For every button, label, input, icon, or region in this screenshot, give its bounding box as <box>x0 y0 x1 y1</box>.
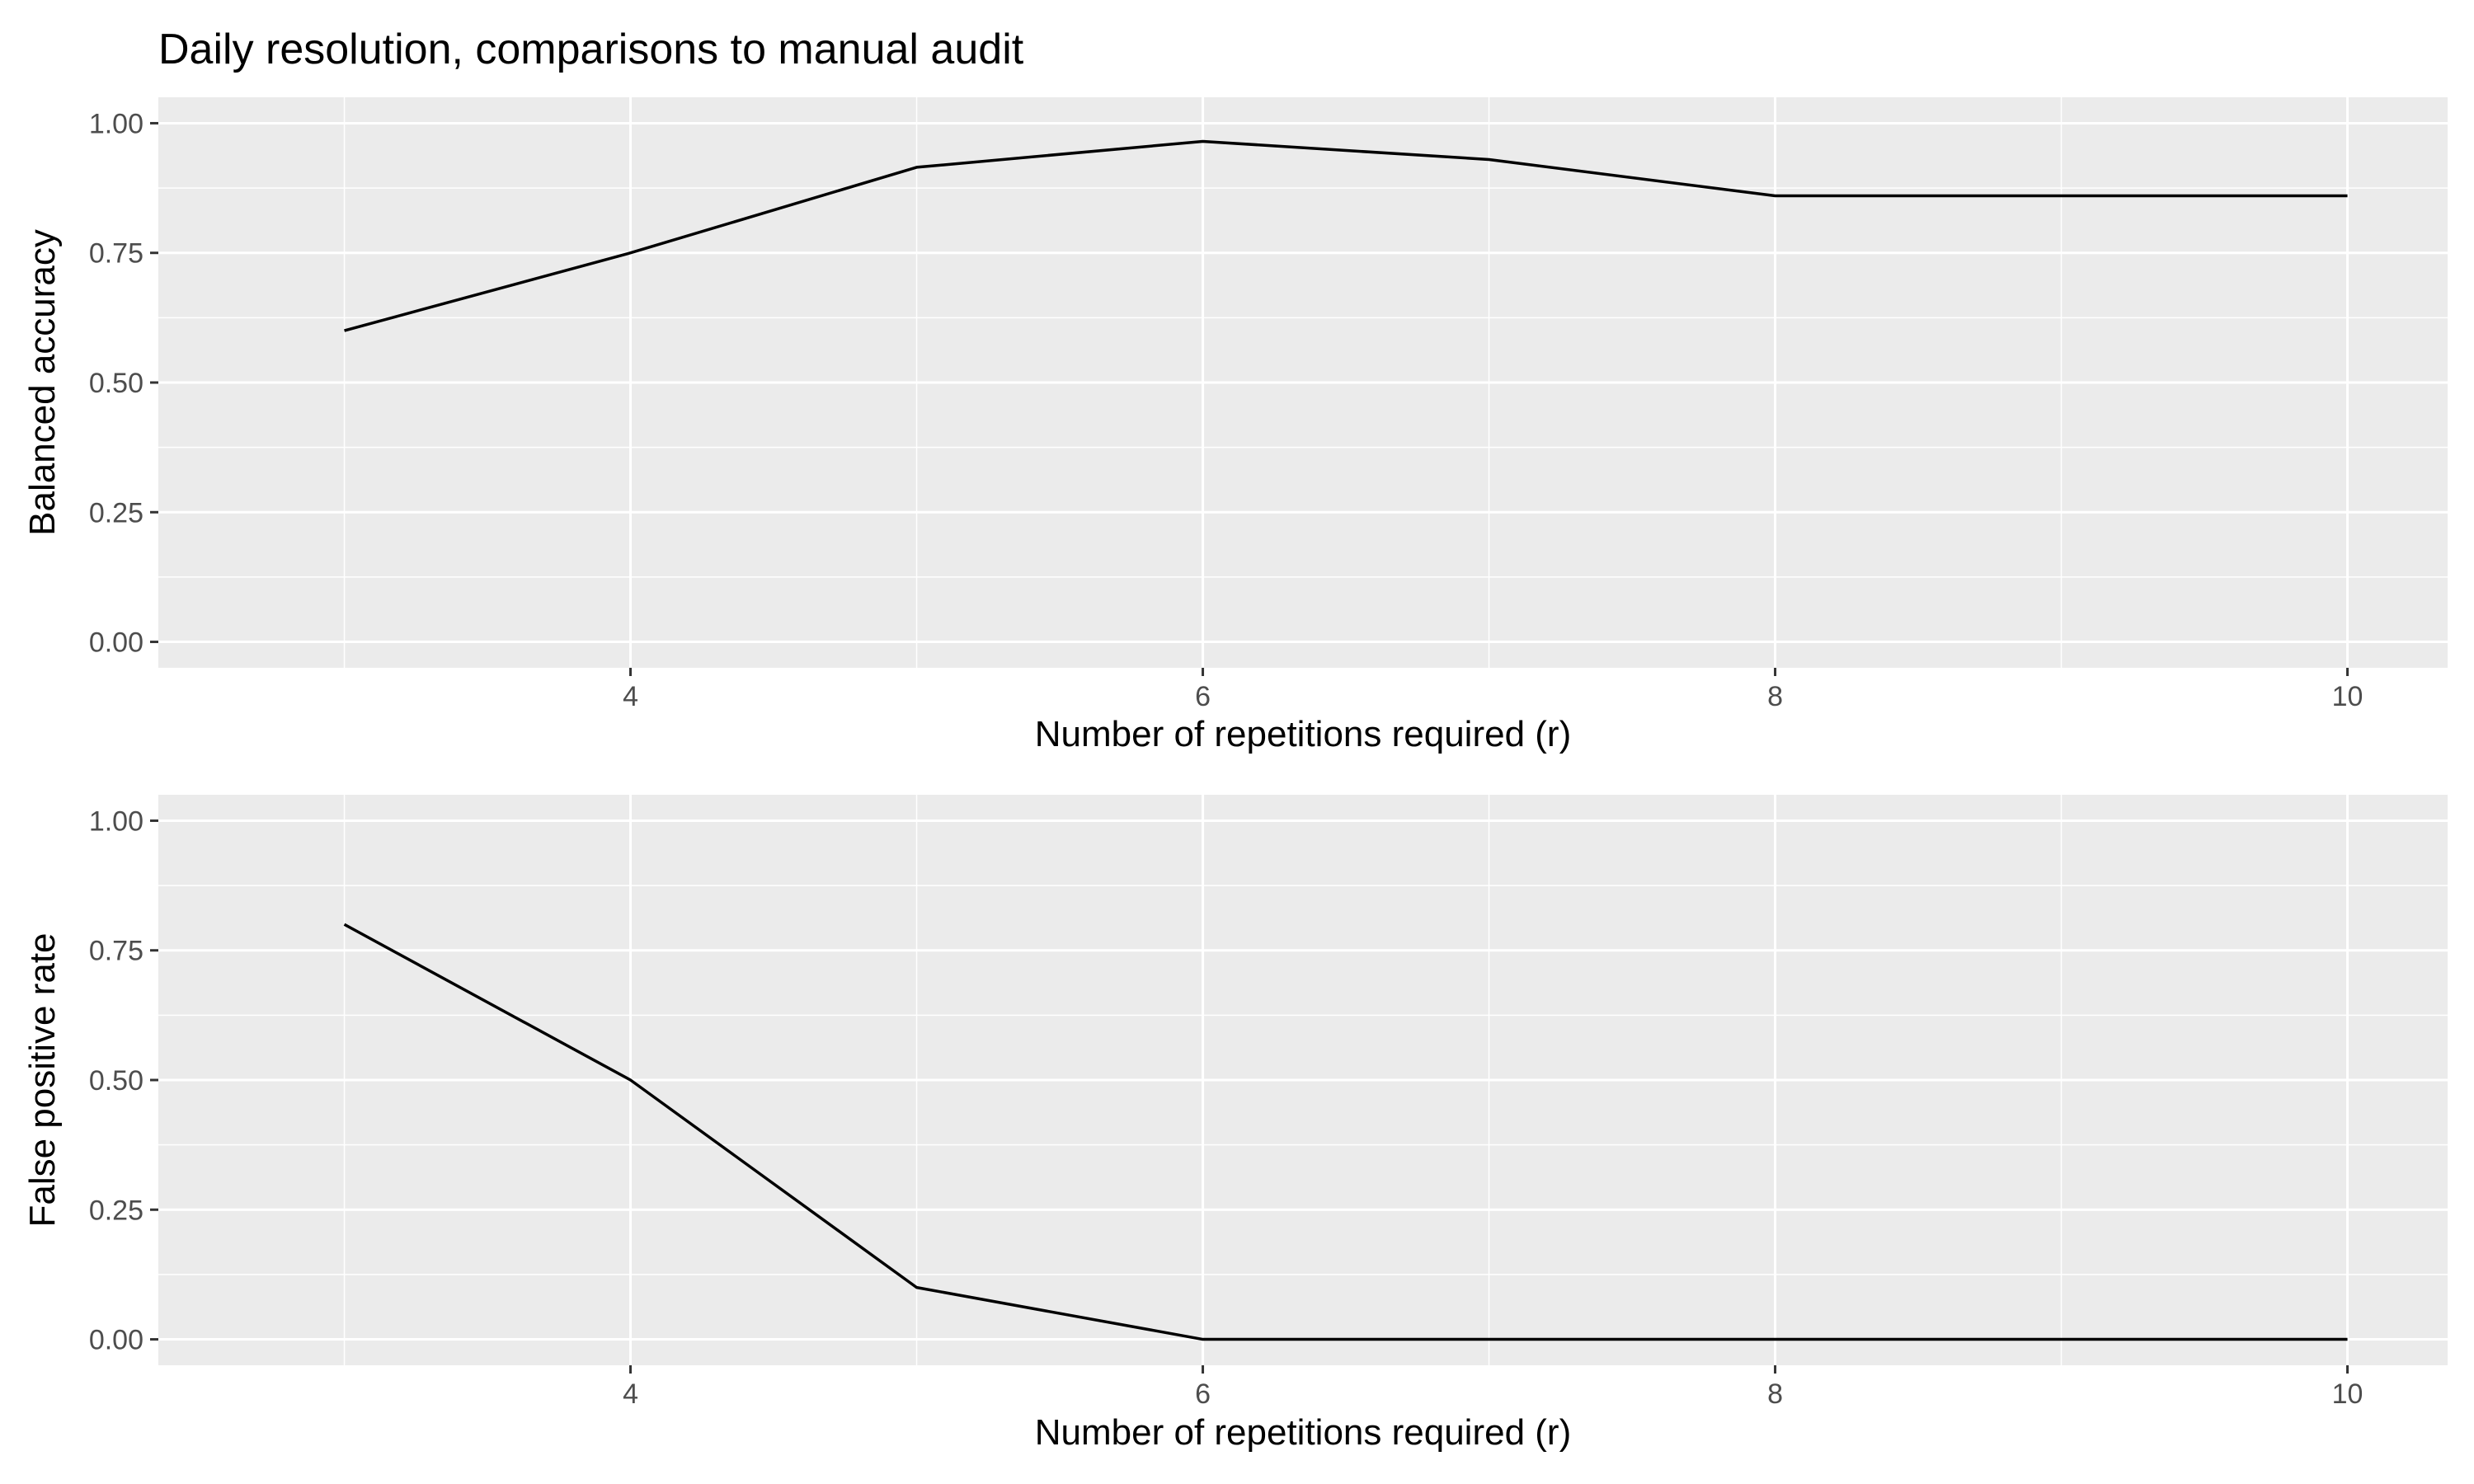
y-tick-label: 0.75 <box>89 238 143 270</box>
x-axis-title: Number of repetitions required (r) <box>1035 1412 1571 1453</box>
y-tick-label: 0.00 <box>89 1325 143 1356</box>
x-tick-label: 10 <box>2332 681 2363 712</box>
x-tick-label: 6 <box>1195 1378 1211 1410</box>
y-tick-label: 0.75 <box>89 936 143 967</box>
y-tick-label: 0.50 <box>89 1065 143 1097</box>
x-axis-title: Number of repetitions required (r) <box>1035 714 1571 754</box>
x-tick-label: 6 <box>1195 681 1211 712</box>
x-tick-label: 4 <box>623 1378 638 1410</box>
y-tick-label: 1.00 <box>89 805 143 837</box>
y-axis-title: False positive rate <box>22 932 63 1227</box>
y-tick-label: 0.25 <box>89 1195 143 1226</box>
chart-title: Daily resolution, comparisons to manual … <box>158 26 1024 73</box>
y-tick-label: 0.00 <box>89 627 143 659</box>
series-line <box>343 923 2348 1341</box>
y-tick-label: 0.25 <box>89 497 143 528</box>
x-tick-label: 8 <box>1767 681 1783 712</box>
series-line <box>344 139 2348 332</box>
chart-panel-2: 0.00 0.25 0.50 0.75 1.00 4 6 8 10 Number of repet… <box>22 795 2448 1453</box>
y-tick-label: 1.00 <box>89 108 143 139</box>
y-tick-label: 0.50 <box>89 368 143 399</box>
y-axis-title: Balanced accuracy <box>22 229 63 536</box>
chart-panel-1: 0.00 0.25 0.50 0.75 1.00 4 6 8 10 Number of repet… <box>22 97 2448 754</box>
x-tick-label: 10 <box>2332 1378 2363 1410</box>
x-tick-label: 8 <box>1767 1378 1783 1410</box>
x-tick-label: 4 <box>623 681 638 712</box>
